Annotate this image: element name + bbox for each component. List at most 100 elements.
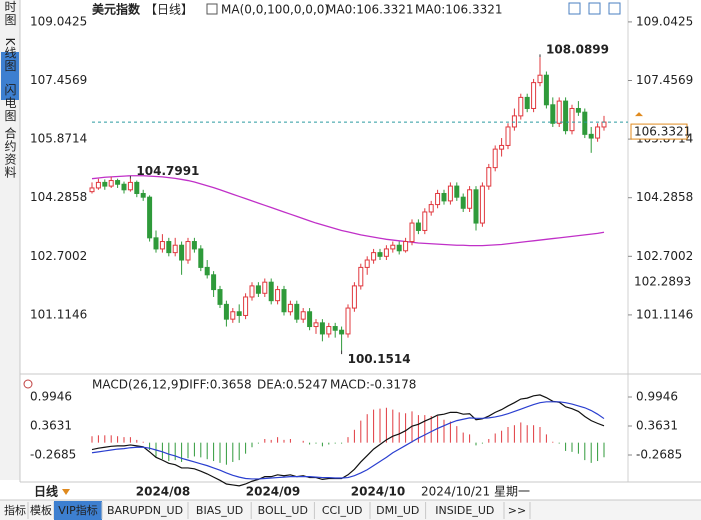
candle-body — [409, 222, 415, 243]
y-tick-label: 104.2858 — [30, 190, 87, 204]
candle-body — [243, 296, 249, 316]
macd-line — [91, 394, 605, 487]
side-tab[interactable]: 合约资料 — [3, 126, 17, 179]
candle-body — [236, 311, 242, 316]
x-tick-label: 2024/10 — [351, 485, 405, 499]
candle-body — [326, 326, 332, 335]
candle-body — [127, 181, 133, 191]
side-tab[interactable]: K线图 — [3, 38, 17, 73]
candle-body — [319, 322, 325, 335]
ma-line — [91, 175, 605, 247]
candle-body — [121, 183, 127, 191]
candle-body — [569, 107, 575, 132]
candle-body — [134, 181, 140, 194]
candle-body — [223, 303, 229, 320]
bottom-tab[interactable]: DMI_UD — [376, 504, 419, 517]
candle-body — [499, 144, 505, 150]
bottom-tab[interactable]: >> — [508, 504, 526, 517]
ma-toggle[interactable] — [206, 3, 218, 15]
period-label: 【日线】 — [145, 3, 193, 17]
bottom-tab[interactable]: BOLL_UD — [258, 504, 308, 517]
y-tick-label: -0.2685 — [30, 447, 76, 461]
candle-body — [255, 285, 261, 294]
side-tab[interactable]: 分时图 — [3, 0, 17, 27]
icon[interactable] — [608, 2, 621, 15]
candle-body — [588, 133, 594, 139]
candle-body — [102, 181, 108, 187]
period-selector[interactable]: 日线 — [34, 484, 58, 499]
price-box — [630, 123, 688, 140]
extreme-label: 100.1514 — [348, 352, 411, 366]
candle-body — [313, 322, 319, 328]
candle-body — [543, 74, 549, 106]
candle-body — [575, 107, 581, 113]
bottom-tab[interactable]: BARUPDN_UD — [107, 504, 183, 517]
price-box-label: 106.3321 — [634, 125, 691, 139]
dropdown-arrow[interactable] — [62, 489, 70, 495]
macd-legend: DEA:0.5247 — [257, 378, 328, 392]
candle-body — [505, 126, 511, 146]
extreme-label: 108.0899 — [546, 43, 609, 57]
candle-body — [294, 303, 300, 320]
candle-body — [179, 244, 185, 261]
macd-legend: DIFF:0.3658 — [180, 378, 252, 392]
candle-body — [230, 311, 236, 320]
y-tick-label: 107.4569 — [30, 73, 87, 87]
candle-body — [140, 192, 146, 198]
candle-body — [582, 111, 588, 135]
candle-body — [563, 100, 569, 132]
y-tick-label: 109.0425 — [30, 14, 87, 28]
bottom-tab[interactable]: VIP指标 — [58, 503, 97, 517]
candle-body — [479, 185, 485, 224]
y-tick-label-right: 102.7002 — [636, 249, 693, 263]
candle-body — [172, 244, 178, 254]
candle-body — [358, 266, 364, 287]
y-tick-label-right: 109.0425 — [636, 14, 693, 28]
candle-body — [511, 115, 517, 128]
icon[interactable] — [568, 2, 581, 15]
chart-title: 美元指数 — [92, 2, 141, 17]
candle-body — [550, 104, 556, 124]
candle-body — [435, 192, 441, 206]
bottom-tab-bar — [0, 500, 701, 520]
extra-price-label: 102.2893 — [634, 275, 691, 289]
candle-body — [249, 285, 255, 298]
candle-body — [268, 281, 274, 302]
side-tab-active — [1, 52, 19, 100]
bottom-tab[interactable]: BIAS_UD — [196, 504, 243, 517]
candle-body — [524, 96, 530, 109]
candle-body — [307, 311, 313, 328]
y-tick-label: 0.3631 — [30, 418, 72, 432]
bottom-tab[interactable]: CCI_UD — [322, 504, 363, 517]
candle-body — [556, 100, 562, 124]
candle-body — [473, 189, 479, 224]
candle-body — [428, 204, 434, 213]
bottom-tab[interactable]: 模板 — [30, 503, 52, 517]
candle-body — [287, 303, 293, 313]
candle-body — [95, 181, 101, 189]
side-tab[interactable]: 闪电图 — [3, 83, 17, 122]
candle-body — [531, 82, 537, 109]
candle-body — [198, 248, 204, 268]
y-tick-label-right: 104.2858 — [636, 190, 693, 204]
candle-body — [89, 187, 95, 193]
candle-body — [345, 307, 351, 335]
candle-body — [159, 241, 165, 250]
candle-body — [275, 289, 281, 302]
candle-body — [467, 189, 473, 209]
candle-body — [351, 285, 357, 309]
bottom-tab[interactable]: INSIDE_UD — [435, 504, 494, 517]
icon[interactable] — [588, 2, 601, 15]
candle-body — [371, 252, 377, 261]
candle-body — [537, 74, 543, 84]
bottom-tab[interactable]: 指标 — [4, 503, 26, 517]
candle-body — [281, 289, 287, 313]
candle-body — [332, 326, 338, 331]
candle-body — [518, 96, 524, 117]
candle-body — [383, 248, 389, 257]
candle-body — [403, 241, 409, 252]
settings-icon[interactable] — [23, 379, 33, 389]
candle-body — [377, 252, 383, 257]
